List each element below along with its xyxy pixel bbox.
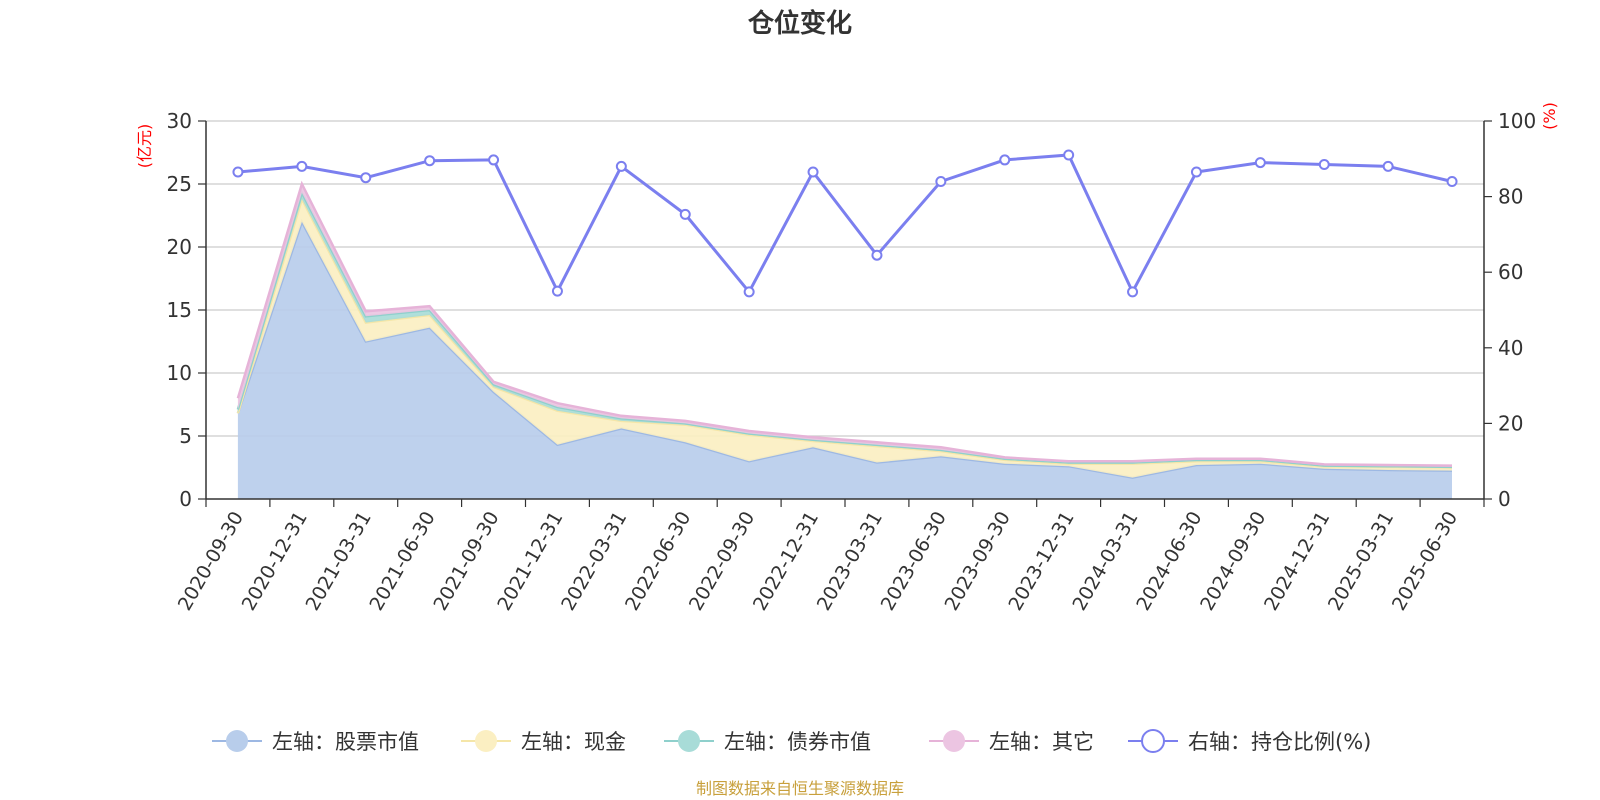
ratio-point (1254, 157, 1266, 169)
left-axis-tick-label: 0 (179, 487, 192, 511)
legend-marker-2 (678, 730, 700, 752)
x-axis-tick-label: 2022-09-30 (685, 508, 759, 615)
ratio-point (1382, 160, 1394, 172)
x-axis-tick-label: 2020-12-31 (238, 508, 312, 615)
legend-marker-0 (226, 730, 248, 752)
right-axis-tick-label: 100 (1498, 109, 1536, 133)
x-axis-tick-label: 2022-03-31 (557, 508, 631, 615)
left-axis-tick-label: 20 (167, 235, 192, 259)
area-edge-3 (236, 180, 1453, 467)
ratio-point (1318, 158, 1330, 170)
x-axis-tick-label: 2025-03-31 (1324, 508, 1398, 615)
ratio-point (999, 154, 1011, 166)
ratio-point (232, 166, 244, 178)
ratio-point (935, 175, 947, 187)
ratio-point (488, 154, 500, 166)
legend-label-4: 右轴：持仓比例(%) (1188, 730, 1371, 754)
left-axis-tick-label: 10 (167, 361, 192, 385)
ratio-point (615, 160, 627, 172)
x-axis-tick-label: 2024-12-31 (1260, 508, 1334, 615)
ratio-line-layer (232, 149, 1458, 298)
ratio-point (360, 172, 372, 184)
ratio-point (1063, 149, 1075, 161)
ratio-point (296, 160, 308, 172)
legend-label-1: 左轴：现金 (521, 730, 626, 754)
right-axis-tick-label: 20 (1498, 411, 1523, 435)
ratio-line (237, 153, 1453, 296)
x-axis-tick-label: 2024-03-31 (1068, 508, 1142, 615)
x-axis-tick-label: 2023-06-30 (877, 508, 951, 615)
left-axis-tick-label: 25 (167, 172, 192, 196)
x-axis-tick-label: 2022-12-31 (749, 508, 823, 615)
x-axis-tick-label: 2021-12-31 (493, 508, 567, 615)
x-axis-tick-label: 2020-09-30 (174, 508, 248, 615)
chart-title: 仓位变化 (747, 8, 852, 39)
legend-label-2: 左轴：债券市值 (724, 730, 871, 754)
ratio-point (1127, 286, 1139, 298)
ratio-point (424, 155, 436, 167)
legend-marker-1 (475, 730, 497, 752)
ratio-point (679, 208, 691, 220)
source-note: 制图数据来自恒生聚源数据库 (696, 779, 904, 798)
right-axis-tick-label: 0 (1498, 487, 1511, 511)
ratio-point (1190, 166, 1202, 178)
area-1 (237, 199, 1452, 478)
legend-label-3: 左轴：其它 (989, 730, 1094, 754)
right-axis-tick-label: 40 (1498, 336, 1523, 360)
legend-marker-4 (1141, 729, 1165, 753)
legend-label-0: 左轴：股票市值 (272, 730, 419, 754)
left-axis-tick-label: 5 (179, 424, 192, 448)
x-axis-tick-label: 2024-09-30 (1196, 508, 1270, 615)
ratio-point (551, 285, 563, 297)
right-axis-tick-label: 80 (1498, 185, 1523, 209)
ratio-point (871, 249, 883, 261)
legend: 左轴：股票市值 左轴：现金 左轴：债券市值 左轴：其它 右轴：持仓比例(%) (212, 729, 1371, 754)
right-axis-tick-label: 60 (1498, 260, 1523, 284)
x-axis-tick-label: 2024-06-30 (1132, 508, 1206, 615)
legend-marker-3 (943, 730, 965, 752)
x-axis-tick-label: 2025-06-30 (1388, 508, 1462, 615)
stacked-areas (236, 180, 1453, 500)
x-axis-tick-label: 2021-03-31 (302, 508, 376, 615)
right-axis-unit: (%) (1540, 102, 1559, 130)
left-axis-tick-label: 30 (167, 109, 192, 133)
left-axis-unit: (亿元) (135, 124, 154, 169)
x-axis-tick-label: 2023-03-31 (813, 508, 887, 615)
x-axis-tick-label: 2023-12-31 (1004, 508, 1078, 615)
x-axis-tick-label: 2021-06-30 (365, 508, 439, 615)
x-axis-tick-label: 2022-06-30 (621, 508, 695, 615)
ratio-point (743, 286, 755, 298)
x-axis-tick-label: 2023-09-30 (941, 508, 1015, 615)
left-axis-tick-label: 15 (167, 298, 192, 322)
ratio-point (1446, 175, 1458, 187)
ratio-point (807, 166, 819, 178)
x-axis-tick-label: 2021-09-30 (429, 508, 503, 615)
area-0 (237, 221, 1452, 500)
